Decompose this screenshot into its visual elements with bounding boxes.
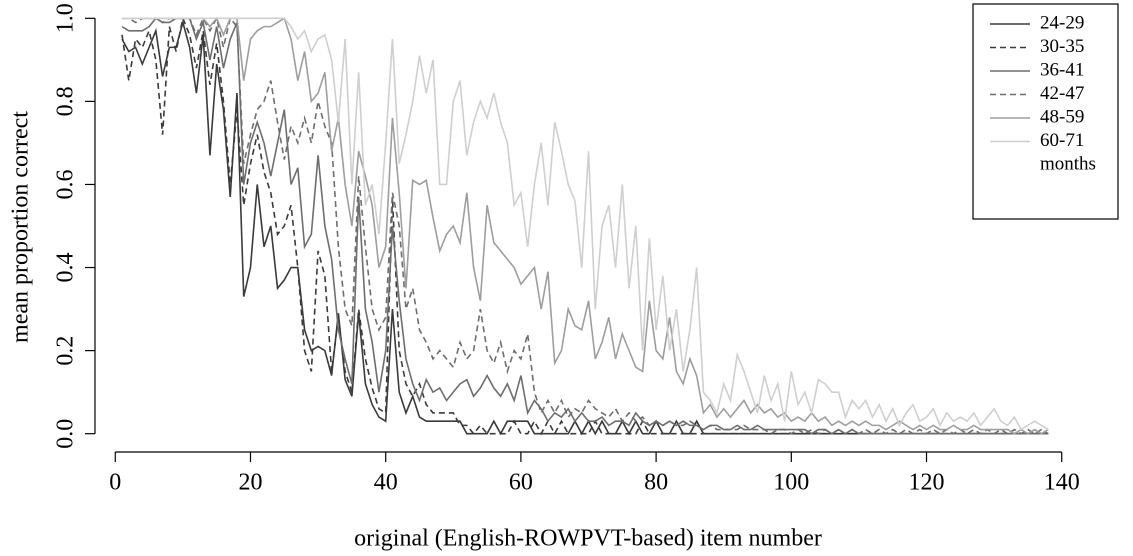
line-series [122, 16, 1049, 435]
y-tick-label: 0.2 [53, 336, 79, 366]
legend-label: 30-35 [1040, 36, 1084, 57]
x-tick-label: 100 [773, 470, 809, 496]
line-series [122, 17, 1049, 431]
legend-note: months [1040, 153, 1096, 174]
legend-label: 24-29 [1040, 12, 1084, 33]
x-tick-label: 40 [374, 470, 398, 496]
y-tick-label: 1.0 [53, 3, 79, 33]
line-series [121, 17, 1049, 435]
x-tick-label: 60 [509, 470, 533, 496]
legend-label: 36-41 [1040, 59, 1084, 80]
y-axis-label: mean proportion correct [8, 111, 34, 343]
x-tick-label: 80 [644, 470, 668, 496]
x-tick-label: 20 [238, 470, 262, 496]
line-series [121, 19, 1049, 436]
x-axis-label: original (English-ROWPVT-based) item num… [354, 526, 822, 552]
x-tick-label: 140 [1044, 470, 1080, 496]
legend-label: 42-47 [1040, 83, 1084, 104]
x-tick-label: 0 [109, 470, 121, 496]
legend-label: 48-59 [1040, 106, 1084, 127]
y-tick-label: 0.0 [53, 419, 79, 449]
y-tick-label: 0.6 [53, 169, 79, 199]
line-series [122, 16, 1049, 435]
y-tick-label: 0.4 [53, 253, 79, 283]
legend-box [972, 3, 1119, 220]
x-tick-label: 120 [909, 470, 945, 496]
legend-label: 60-71 [1040, 130, 1084, 151]
y-tick-label: 0.8 [53, 86, 79, 116]
